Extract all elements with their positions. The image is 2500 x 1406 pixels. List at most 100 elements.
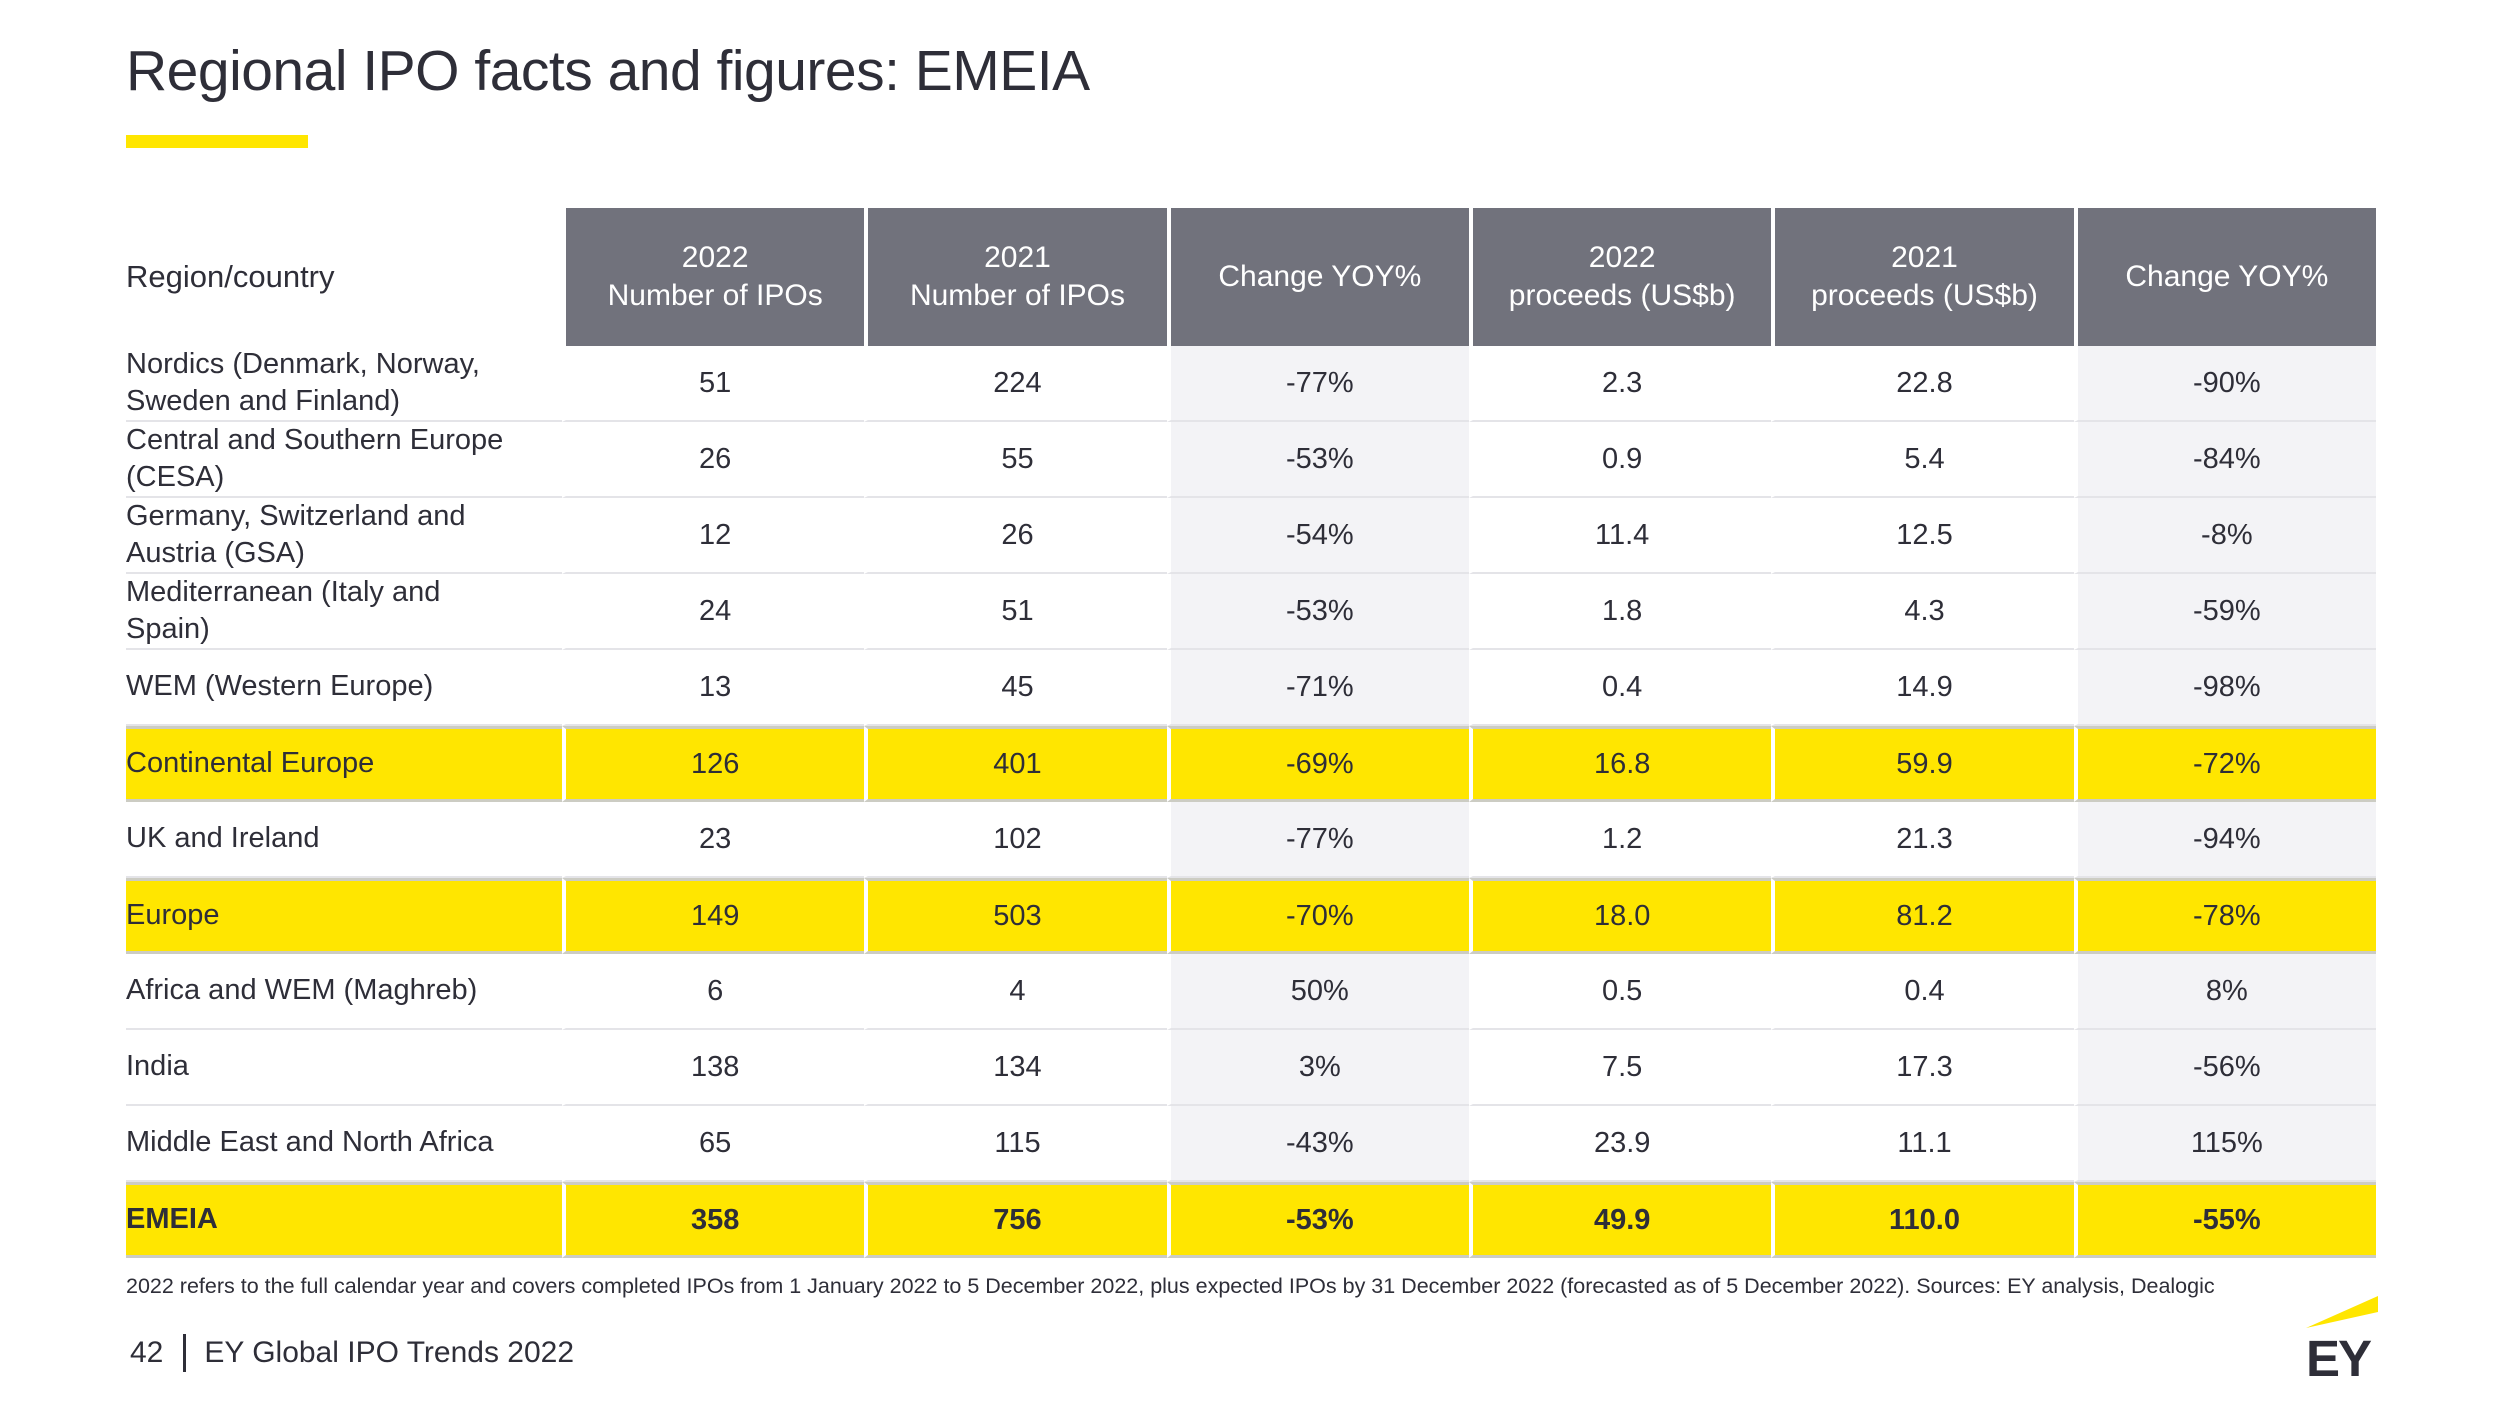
value-cell: 13 bbox=[562, 650, 865, 726]
value-cell: 115% bbox=[2073, 1106, 2376, 1182]
value-cell: -71% bbox=[1166, 650, 1469, 726]
value-cell: 22.8 bbox=[1771, 346, 2074, 422]
region-cell: Central and Southern Europe (CESA) bbox=[126, 422, 562, 498]
column-header-line2: proceeds (US$b) bbox=[1508, 279, 1736, 312]
value-cell: 1.2 bbox=[1469, 802, 1772, 878]
value-cell: 0.5 bbox=[1469, 954, 1772, 1030]
column-header: 2021 Number of IPOs bbox=[864, 208, 1167, 346]
value-cell: 16.8 bbox=[1469, 726, 1772, 802]
value-cell: 55 bbox=[864, 422, 1167, 498]
column-header: 2022 Number of IPOs bbox=[562, 208, 865, 346]
value-cell: 4 bbox=[864, 954, 1167, 1030]
value-cell: -94% bbox=[2073, 802, 2376, 878]
column-header-line1: 2021 bbox=[1891, 240, 1958, 274]
value-cell: 51 bbox=[864, 574, 1167, 650]
value-cell: -98% bbox=[2073, 650, 2376, 726]
value-cell: -53% bbox=[1166, 1182, 1469, 1258]
value-cell: 0.4 bbox=[1469, 650, 1772, 726]
value-cell: 134 bbox=[864, 1030, 1167, 1106]
value-cell: 138 bbox=[562, 1030, 865, 1106]
value-cell: 102 bbox=[864, 802, 1167, 878]
value-cell: 3% bbox=[1166, 1030, 1469, 1106]
value-cell: 49.9 bbox=[1469, 1182, 1772, 1258]
column-header-line1: Change YOY% bbox=[1218, 259, 1422, 293]
value-cell: 4.3 bbox=[1771, 574, 2074, 650]
value-cell: 224 bbox=[864, 346, 1167, 422]
value-cell: 12.5 bbox=[1771, 498, 2074, 574]
value-cell: 0.4 bbox=[1771, 954, 2074, 1030]
value-cell: 24 bbox=[562, 574, 865, 650]
value-cell: 2.3 bbox=[1469, 346, 1772, 422]
value-cell: 50% bbox=[1166, 954, 1469, 1030]
value-cell: 65 bbox=[562, 1106, 865, 1182]
value-cell: 81.2 bbox=[1771, 878, 2074, 954]
value-cell: -70% bbox=[1166, 878, 1469, 954]
footnote: 2022 refers to the full calendar year an… bbox=[126, 1274, 2215, 1298]
value-cell: 149 bbox=[562, 878, 865, 954]
value-cell: 17.3 bbox=[1771, 1030, 2074, 1106]
value-cell: 23.9 bbox=[1469, 1106, 1772, 1182]
value-cell: -53% bbox=[1166, 574, 1469, 650]
value-cell: -55% bbox=[2073, 1182, 2376, 1258]
value-cell: -56% bbox=[2073, 1030, 2376, 1106]
value-cell: -43% bbox=[1166, 1106, 1469, 1182]
footer-title: EY Global IPO Trends 2022 bbox=[204, 1336, 575, 1369]
region-cell: Europe bbox=[126, 878, 562, 954]
page-footer: 42 EY Global IPO Trends 2022 bbox=[130, 1334, 574, 1372]
value-cell: -69% bbox=[1166, 726, 1469, 802]
value-cell: 14.9 bbox=[1771, 650, 2074, 726]
column-header-line2: Number of IPOs bbox=[909, 279, 1126, 312]
value-cell: -77% bbox=[1166, 346, 1469, 422]
region-cell: EMEIA bbox=[126, 1182, 562, 1258]
column-header-line2: Number of IPOs bbox=[607, 279, 823, 312]
ey-logo: EY bbox=[2306, 1294, 2380, 1384]
footer-separator bbox=[183, 1334, 187, 1372]
column-header-line1: 2022 bbox=[681, 240, 749, 274]
value-cell: -54% bbox=[1166, 498, 1469, 574]
value-cell: 8% bbox=[2073, 954, 2376, 1030]
value-cell: 11.1 bbox=[1771, 1106, 2074, 1182]
region-cell: WEM (Western Europe) bbox=[126, 650, 562, 726]
value-cell: 45 bbox=[864, 650, 1167, 726]
column-header-line1: 2022 bbox=[1588, 240, 1656, 274]
value-cell: 23 bbox=[562, 802, 865, 878]
value-cell: 26 bbox=[864, 498, 1167, 574]
value-cell: 126 bbox=[562, 726, 865, 802]
column-header: Change YOY% bbox=[2073, 208, 2376, 346]
value-cell: 115 bbox=[864, 1106, 1167, 1182]
value-cell: -77% bbox=[1166, 802, 1469, 878]
value-cell: -8% bbox=[2073, 498, 2376, 574]
region-cell: Africa and WEM (Maghreb) bbox=[126, 954, 562, 1030]
value-cell: 12 bbox=[562, 498, 865, 574]
value-cell: 21.3 bbox=[1771, 802, 2074, 878]
ey-logo-text: EY bbox=[2306, 1330, 2372, 1387]
value-cell: 7.5 bbox=[1469, 1030, 1772, 1106]
column-header-line2: proceeds (US$b) bbox=[1811, 279, 2038, 312]
column-header: 2021 proceeds (US$b) bbox=[1771, 208, 2074, 346]
ey-beam-icon bbox=[2306, 1296, 2378, 1328]
column-header-region: Region/country bbox=[126, 208, 562, 346]
value-cell: 401 bbox=[864, 726, 1167, 802]
title-underline bbox=[126, 135, 308, 148]
column-header-line1: 2021 bbox=[984, 240, 1051, 274]
value-cell: 503 bbox=[864, 878, 1167, 954]
region-cell: Nordics (Denmark, Norway, Sweden and Fin… bbox=[126, 346, 562, 422]
value-cell: 6 bbox=[562, 954, 865, 1030]
value-cell: 51 bbox=[562, 346, 865, 422]
value-cell: 1.8 bbox=[1469, 574, 1772, 650]
value-cell: -78% bbox=[2073, 878, 2376, 954]
value-cell: 110.0 bbox=[1771, 1182, 2074, 1258]
value-cell: 5.4 bbox=[1771, 422, 2074, 498]
value-cell: 756 bbox=[864, 1182, 1167, 1258]
column-header-line1: Change YOY% bbox=[2125, 259, 2329, 293]
value-cell: -72% bbox=[2073, 726, 2376, 802]
page-title: Regional IPO facts and figures: EMEIA bbox=[126, 39, 1090, 103]
value-cell: 0.9 bbox=[1469, 422, 1772, 498]
value-cell: -59% bbox=[2073, 574, 2376, 650]
value-cell: -53% bbox=[1166, 422, 1469, 498]
value-cell: 358 bbox=[562, 1182, 865, 1258]
region-cell: Germany, Switzerland and Austria (GSA) bbox=[126, 498, 562, 574]
page-number: 42 bbox=[130, 1336, 164, 1369]
region-cell: Middle East and North Africa bbox=[126, 1106, 562, 1182]
